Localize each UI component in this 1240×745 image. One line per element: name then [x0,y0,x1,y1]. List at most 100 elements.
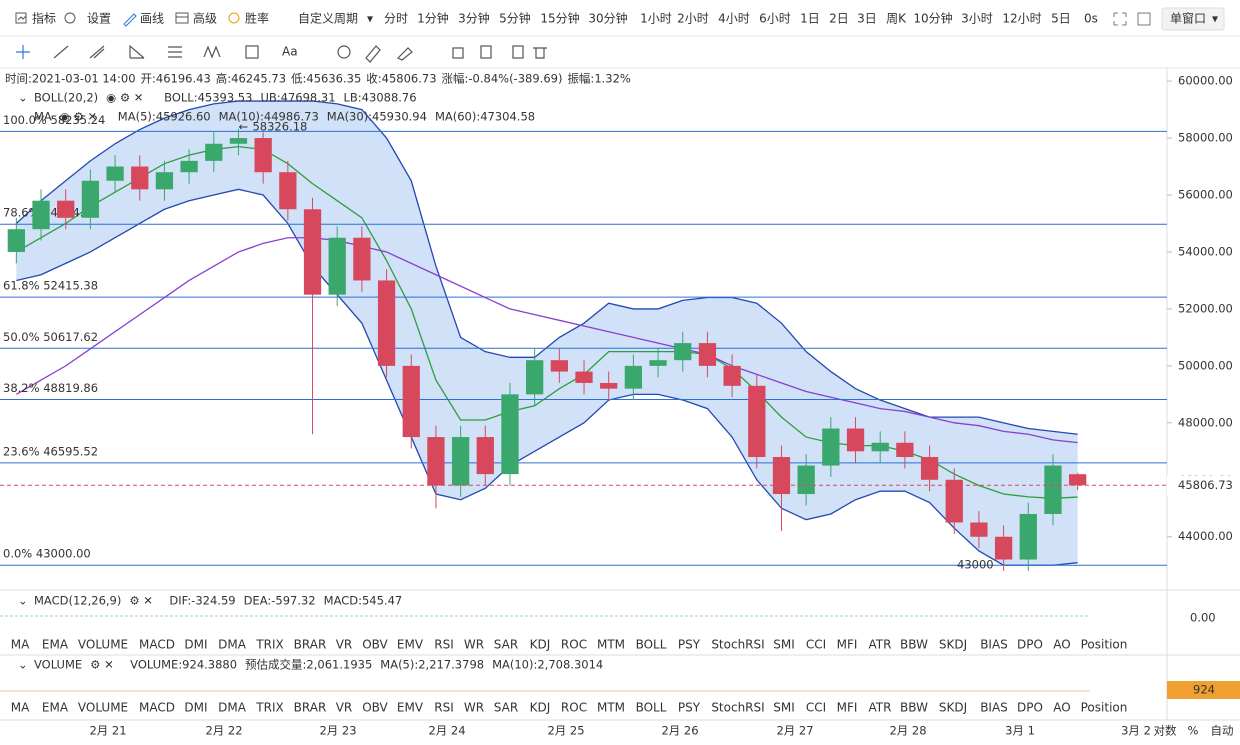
indicator-tab[interactable]: PSY [678,638,701,652]
indicator-tab[interactable]: KDJ [530,701,551,715]
period-button[interactable]: 0s [1084,12,1098,26]
period-button[interactable]: 12小时 [1002,12,1041,26]
toolbar-button[interactable]: 胜率 [245,11,269,26]
indicator-tab[interactable]: ATR [869,701,892,715]
indicator-tab[interactable]: AO [1053,638,1070,652]
copy-tool[interactable] [480,45,492,59]
indicator-tab[interactable]: EMA [42,701,69,715]
indicator-tab[interactable]: BOLL [636,701,667,715]
indicator-tab[interactable]: VOLUME [78,638,128,652]
indicator-tab[interactable]: TRIX [255,638,283,652]
channel-tool[interactable] [89,45,105,59]
angle-tool[interactable] [129,44,145,59]
text-tool[interactable]: Aa [282,45,298,59]
indicator-tab[interactable]: MTM [597,701,625,715]
indicator-tab[interactable]: Position [1081,701,1128,715]
crosshair-tool[interactable] [16,45,30,59]
indicator-tab[interactable]: CCI [806,701,826,715]
indicator-tab[interactable]: DMI [184,701,207,715]
toolbar-button[interactable]: 指标 [32,11,56,26]
layer-tool[interactable] [512,45,524,59]
indicator-tab[interactable]: VOLUME [78,701,128,715]
indicator-tab[interactable]: RSI [434,638,454,652]
indicator-tab[interactable]: BRAR [294,701,327,715]
indicator-tab[interactable]: SKDJ [939,701,967,715]
indicator-tab[interactable]: BRAR [294,638,327,652]
indicator-tab[interactable]: WR [464,701,484,715]
toolbar-button[interactable]: 设置 [87,12,111,26]
period-button[interactable]: 1日 [800,12,820,26]
screenshot-icon[interactable] [1137,12,1151,26]
period-button[interactable]: 15分钟 [540,11,579,26]
indicator-tab[interactable]: VR [336,701,353,715]
period-button[interactable]: 3小时 [961,12,993,26]
fullscreen-icon[interactable] [1113,12,1127,26]
period-button[interactable]: 1小时 [640,12,672,26]
toolbar-button[interactable]: 画线 [140,12,164,26]
indicator-tab[interactable]: DMA [218,701,247,715]
period-button[interactable]: 6小时 [759,12,791,26]
indicator-tab[interactable]: TRIX [255,701,283,715]
period-button[interactable]: 2日 [829,12,849,26]
indicator-tab[interactable]: BIAS [980,638,1008,652]
indicator-tab[interactable]: SAR [494,701,518,715]
period-button[interactable]: 10分钟 [913,11,952,26]
window-select[interactable] [1161,7,1225,31]
indicator-tab[interactable]: EMV [397,638,424,652]
indicator-tab[interactable]: SMI [773,638,795,652]
indicator-tab[interactable]: WR [464,638,484,652]
indicator-tab[interactable]: BOLL [636,638,667,652]
delete-tool[interactable] [533,47,547,59]
measure-tool[interactable] [245,45,259,59]
indicator-tab[interactable]: SKDJ [939,638,967,652]
indicator-tab[interactable]: DPO [1017,701,1043,715]
axis-option[interactable]: 对数 [1154,724,1177,738]
fib-tool[interactable] [168,46,182,58]
indicator-tab[interactable]: StochRSI [711,638,764,652]
indicator-tab[interactable]: DPO [1017,638,1043,652]
axis-option[interactable]: 自动 [1211,724,1234,738]
indicator-tab[interactable]: OBV [362,701,388,715]
period-button[interactable]: 30分钟 [588,11,627,26]
indicator-tab[interactable]: MFI [837,701,858,715]
indicator-tab[interactable]: OBV [362,638,388,652]
indicator-tab[interactable]: ROC [561,701,587,715]
period-button[interactable]: 1分钟 [417,11,449,26]
pen-tool[interactable] [396,47,413,61]
indicator-tab[interactable]: MFI [837,638,858,652]
indicator-tab[interactable]: MACD [139,701,175,715]
indicator-tab[interactable]: StochRSI [711,701,764,715]
indicator-tab[interactable]: EMA [42,638,69,652]
brush-tool[interactable] [365,45,381,63]
period-button[interactable]: 分时 [384,12,408,26]
indicator-tab[interactable]: MTM [597,638,625,652]
period-button[interactable]: 3分钟 [458,11,490,26]
indicator-tab[interactable]: EMV [397,701,424,715]
period-button[interactable]: 3日 [857,12,877,26]
indicator-tab[interactable]: ROC [561,638,587,652]
period-button[interactable]: 4小时 [718,12,750,26]
indicator-tab[interactable]: AO [1053,701,1070,715]
line-tool[interactable] [53,45,69,59]
indicator-tab[interactable]: PSY [678,701,701,715]
indicator-tab[interactable]: KDJ [530,638,551,652]
indicator-tab[interactable]: VR [336,638,353,652]
indicator-tab[interactable]: Position [1081,638,1128,652]
indicator-tab[interactable]: MA [11,701,30,715]
indicator-tab[interactable]: SAR [494,638,518,652]
toolbar-button[interactable]: 高级 [193,11,217,26]
indicator-tab[interactable]: BIAS [980,701,1008,715]
lock-tool[interactable] [452,47,464,59]
shape-tool[interactable] [337,45,351,59]
indicator-tab[interactable]: DMA [218,638,247,652]
period-button[interactable]: 周K [886,12,907,26]
custom-period[interactable]: 自定义周期 [298,11,358,26]
period-button[interactable]: 5分钟 [499,11,531,26]
indicator-tab[interactable]: MA [11,638,30,652]
period-button[interactable]: 2小时 [677,12,709,26]
indicator-tab[interactable]: BBW [900,638,928,652]
axis-option[interactable]: % [1188,724,1199,738]
indicator-tab[interactable]: SMI [773,701,795,715]
period-button[interactable]: 5日 [1051,12,1071,26]
indicator-tab[interactable]: MACD [139,638,175,652]
